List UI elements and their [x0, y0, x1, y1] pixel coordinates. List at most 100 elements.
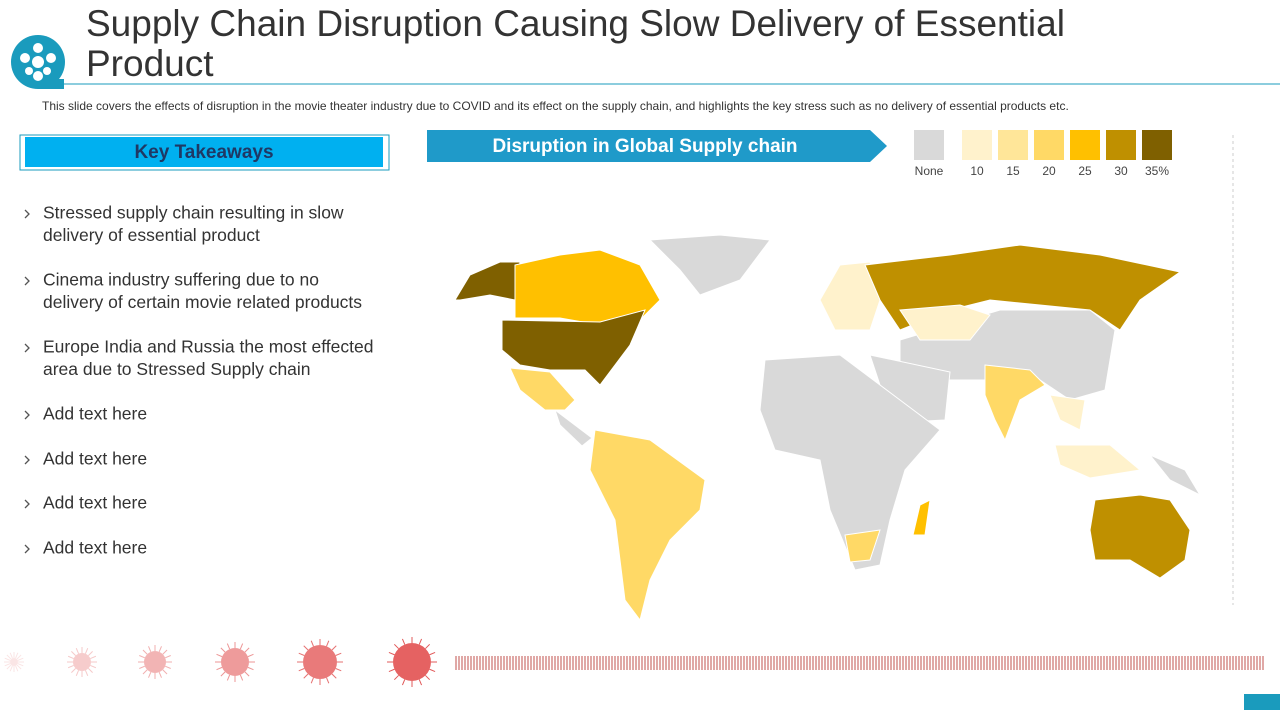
legend-swatch	[962, 130, 992, 160]
spike	[220, 647, 226, 653]
legend-label: 30	[1114, 164, 1128, 178]
spike	[335, 652, 342, 656]
bullet-marker	[24, 209, 30, 219]
logo	[11, 35, 65, 89]
spike	[90, 655, 97, 660]
spike	[226, 643, 231, 650]
virus	[297, 639, 343, 685]
spike	[75, 647, 80, 654]
spike	[158, 646, 162, 653]
country	[514, 249, 661, 326]
spike	[244, 647, 250, 653]
country	[984, 364, 1046, 442]
legend-swatch	[1142, 130, 1172, 160]
takeaway-text: Stressed supply chain resulting in slow	[43, 203, 344, 223]
spike	[15, 652, 19, 659]
spike	[418, 679, 423, 686]
spike	[4, 657, 11, 661]
heading-box	[25, 137, 383, 167]
spike	[429, 651, 436, 656]
legend-swatch	[1034, 130, 1064, 160]
spike	[16, 654, 22, 660]
title: Product	[86, 43, 214, 84]
spike	[162, 669, 168, 675]
spike	[164, 655, 171, 659]
map-title: Disruption in Global Supply chain	[492, 136, 797, 157]
spike	[15, 665, 19, 672]
takeaway-text: Add text here	[43, 449, 147, 469]
takeaway-text: Add text here	[43, 538, 147, 558]
virus-body	[144, 651, 166, 673]
country	[501, 309, 646, 386]
virus	[215, 642, 255, 682]
spike	[326, 677, 330, 684]
spike	[84, 670, 89, 677]
spike	[247, 666, 254, 671]
spike	[148, 646, 152, 653]
spike	[158, 671, 162, 678]
world-map	[454, 234, 1202, 622]
spike	[148, 671, 152, 678]
description: This slide covers the effects of disrupt…	[42, 99, 1069, 113]
virus	[138, 645, 172, 679]
spike	[67, 664, 74, 669]
takeaway-text: Add text here	[43, 493, 147, 513]
virus	[67, 647, 97, 677]
spike	[393, 643, 399, 649]
spike	[303, 673, 309, 679]
spike	[4, 663, 11, 667]
spike	[239, 643, 244, 650]
spike	[164, 665, 171, 669]
spike	[88, 651, 93, 656]
spike	[331, 645, 337, 651]
spike	[67, 655, 74, 660]
takeaway-text: delivery of certain movie related produc…	[43, 292, 362, 312]
spike	[226, 674, 231, 681]
spike	[71, 668, 76, 673]
heading-frame	[19, 134, 390, 171]
country	[509, 367, 576, 411]
banner	[427, 130, 887, 162]
spike	[139, 655, 146, 659]
page-badge	[1244, 694, 1280, 710]
spike	[90, 664, 97, 669]
legend-label: 25	[1078, 164, 1092, 178]
spike	[6, 664, 12, 670]
bullet-marker	[24, 499, 30, 509]
legend-swatch	[998, 130, 1028, 160]
virus-decoration	[4, 637, 437, 687]
bullet-marker	[24, 544, 30, 554]
country	[554, 408, 593, 447]
spike	[388, 668, 395, 673]
spike	[9, 665, 13, 672]
spike	[216, 653, 223, 658]
spike	[6, 654, 12, 660]
bullet-marker	[24, 276, 30, 286]
spike	[244, 671, 250, 677]
spike	[142, 669, 148, 675]
takeaway-text: Add text here	[43, 404, 147, 424]
legend-label: None	[915, 164, 944, 178]
country	[899, 304, 991, 341]
spike	[239, 674, 244, 681]
spike	[393, 675, 399, 681]
bullet-marker	[24, 343, 30, 353]
virus-body	[10, 658, 18, 666]
spike	[162, 649, 168, 655]
spike	[388, 651, 395, 656]
spike	[142, 649, 148, 655]
takeaway-text: area due to Stressed Supply chain	[43, 359, 311, 379]
spike	[401, 638, 406, 645]
spike	[425, 643, 431, 649]
legend-swatch	[914, 130, 944, 160]
takeaway-list: Stressed supply chain resulting in slowd…	[24, 203, 373, 558]
country	[912, 499, 931, 536]
takeaway-text: delivery of essential product	[43, 225, 260, 245]
takeaway-text: Cinema industry suffering due to no	[43, 270, 319, 290]
takeaway-text: Europe India and Russia the most effecte…	[43, 337, 373, 357]
spike	[17, 657, 24, 661]
country	[589, 429, 706, 622]
spike	[220, 671, 226, 677]
spike	[9, 652, 13, 659]
